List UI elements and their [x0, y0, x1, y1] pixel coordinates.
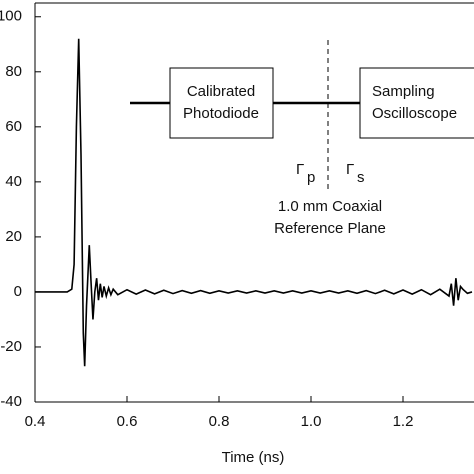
y-tick-label: 100 — [0, 8, 22, 25]
y-tick-label: -40 — [0, 393, 22, 410]
y-tick-label: 80 — [5, 63, 22, 80]
y-tick-label: 60 — [5, 118, 22, 135]
plane-label: Reference Plane — [274, 220, 386, 237]
y-tick-label: -20 — [0, 338, 22, 355]
box-label: Oscilloscope — [372, 105, 457, 122]
y-tick-label: 20 — [5, 228, 22, 245]
x-axis-label: Time (ns) — [222, 449, 285, 466]
box-label: Calibrated — [187, 83, 255, 100]
waveform — [35, 38, 473, 367]
y-tick-label: 0 — [14, 283, 22, 300]
gamma-subscript: p — [307, 169, 315, 186]
plane-label: 1.0 mm Coaxial — [278, 198, 382, 215]
oscilloscope-box — [359, 67, 474, 139]
gamma-subscript: s — [357, 169, 365, 186]
gamma-symbol: Γ — [296, 161, 304, 178]
y-tick-label: 40 — [5, 173, 22, 190]
gamma-symbol: Γ — [346, 161, 354, 178]
box-label: Photodiode — [183, 105, 259, 122]
box-label: Sampling — [372, 83, 435, 100]
x-tick-label: 0.4 — [25, 413, 46, 430]
x-tick-label: 0.6 — [117, 413, 138, 430]
x-tick-label: 0.8 — [209, 413, 230, 430]
photodiode-box — [169, 67, 274, 139]
x-tick-label: 1.0 — [301, 413, 322, 430]
x-tick-label: 1.2 — [393, 413, 414, 430]
